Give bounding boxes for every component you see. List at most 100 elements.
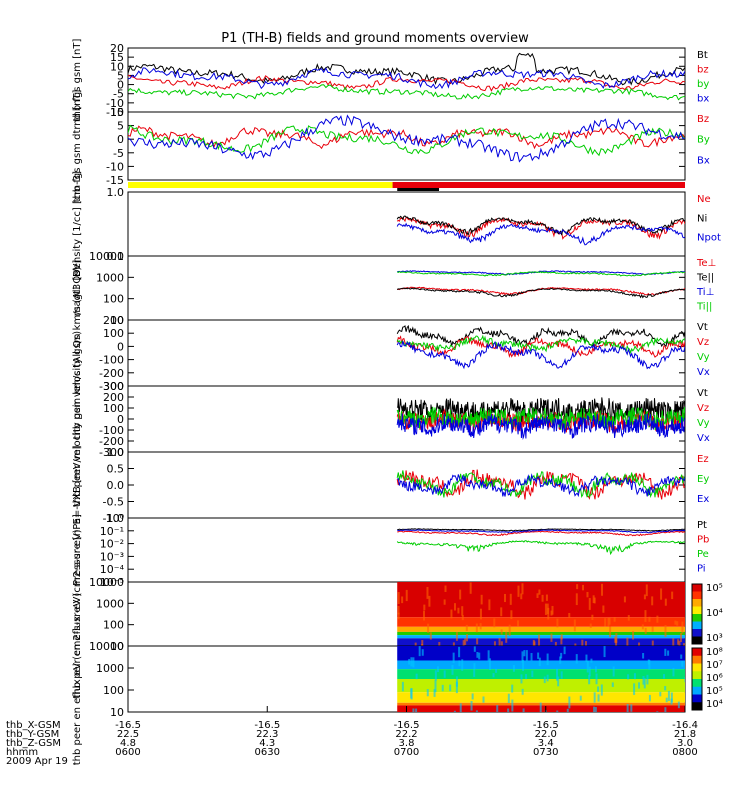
colorbar-segment (692, 694, 702, 703)
colorbar-segment (692, 584, 702, 592)
spectrogram-texture (473, 663, 476, 670)
spectrogram-texture (547, 607, 550, 620)
series-Ti-par (396, 270, 685, 277)
spectrogram-texture (660, 588, 663, 600)
series-Vx (396, 413, 685, 440)
colorbar-segment (692, 599, 702, 607)
y-tick-label: 10000 (89, 576, 124, 589)
spectrogram-texture (457, 607, 460, 614)
spectrogram-texture (680, 654, 683, 659)
spectrogram-texture (537, 652, 540, 659)
series-group (397, 582, 685, 646)
y-tick-label: -300 (99, 380, 124, 393)
spectrogram-texture (520, 593, 523, 600)
spectrogram-texture (678, 640, 681, 646)
spectrogram-texture (444, 585, 447, 592)
y-tick-label: 0.1 (107, 250, 125, 263)
x-tick-label: 22.5 (117, 729, 139, 740)
y-tick-label: 100 (103, 327, 124, 340)
spectrogram-texture (664, 707, 667, 712)
spectrogram-texture (643, 594, 646, 600)
spectrogram-texture (593, 692, 596, 703)
series-Npot (396, 222, 685, 246)
spectrogram-texture (536, 593, 539, 598)
spectrogram-texture (681, 621, 684, 634)
x-row-label: hhmm (6, 747, 38, 758)
spectrogram-texture (550, 633, 553, 642)
spectrogram-texture (627, 615, 630, 621)
y-tick-label: 10⁰ (106, 512, 125, 525)
spectrogram-texture (600, 684, 603, 696)
spectrogram-texture (550, 610, 553, 616)
spectrogram-texture (459, 589, 462, 600)
spectrogram-texture (670, 692, 673, 703)
spectrogram-texture (633, 683, 636, 695)
spectrogram-texture (560, 671, 563, 679)
legend-Te⊥: Te⊥ (696, 258, 716, 269)
colorbar-frame (691, 647, 703, 711)
y-tick-label: 10⁻⁵ (100, 576, 124, 589)
spectrogram-texture (667, 650, 670, 656)
colorbar-tick-label: 10⁸ (706, 647, 723, 658)
spectrogram-texture (471, 693, 474, 700)
spectrogram-texture (469, 582, 472, 594)
spectrogram-texture (452, 642, 455, 646)
legend-Ni: Ni (697, 213, 707, 224)
spectrogram-texture (590, 658, 593, 663)
spectrogram-texture (588, 666, 591, 677)
x-row-label: thb_X-GSM (6, 720, 61, 731)
series-group (396, 397, 685, 440)
x-row-label: 2009 Apr 19 (6, 756, 68, 767)
series-Ey (396, 470, 685, 499)
x-tick-label: 0600 (115, 747, 140, 758)
y-tick-label: 5 (117, 69, 124, 82)
spectrogram-texture (421, 640, 424, 646)
legend-Vz: Vz (697, 403, 709, 414)
spectrogram-texture (642, 653, 645, 659)
spectrogram-texture (429, 632, 432, 640)
spectrogram-texture (493, 641, 496, 646)
x-tick-label: 22.2 (395, 729, 417, 740)
y-tick-label: 0.0 (107, 479, 125, 492)
spectrogram-texture (427, 623, 430, 633)
spectrogram-texture (455, 676, 458, 687)
spectrogram-texture (681, 660, 684, 667)
spectrogram-texture (475, 710, 478, 712)
spectrogram-texture (593, 597, 596, 604)
spectrogram-texture (644, 627, 647, 634)
panel-efield: -1.0 -0.5 0.0 0.5 1.0 E=-VXB [mV/m] Ez Ey Ex (72, 445, 709, 525)
legend-Pb: Pb (697, 535, 709, 546)
series-Vy (396, 406, 685, 431)
spectrogram-texture (495, 668, 498, 673)
y-tick-label: -100 (99, 354, 124, 367)
spectrogram-texture (520, 674, 523, 684)
y-tick-label: 100 (103, 402, 124, 415)
legend-bz: bz (697, 65, 709, 76)
spectrogram-texture (423, 610, 426, 621)
spectrogram-band (397, 679, 685, 693)
spectrogram-texture (683, 643, 685, 646)
spectrogram-texture (648, 694, 651, 702)
colorbar-segment (692, 621, 702, 630)
legend-Vy: Vy (697, 352, 710, 363)
series-Te-perp (397, 286, 685, 296)
y-tick-label: 10 (110, 706, 124, 719)
figure-title: P1 (TH-B) fields and ground moments over… (221, 31, 529, 46)
spectrogram-texture (559, 656, 562, 664)
legend-Npot: Npot (697, 233, 721, 244)
spectrogram-texture (521, 583, 524, 595)
spectrogram-texture (545, 594, 548, 601)
legend-bx: bx (697, 94, 709, 105)
y-axis-label: E=-VXB [mV/m] (72, 445, 83, 524)
y-tick-label: 10⁻³ (100, 550, 124, 563)
x-tick-label: 22.0 (535, 729, 557, 740)
spectrogram-texture (397, 612, 400, 620)
colorbar-segment (692, 648, 702, 657)
spectrogram-texture (511, 699, 514, 712)
colorbar-tick-label: 10⁷ (706, 660, 723, 671)
spectrogram-texture (426, 586, 429, 599)
spectrogram-texture (461, 606, 464, 616)
spectrogram-texture (538, 634, 541, 646)
y-tick-label: 10000 (89, 640, 124, 653)
colorbar-tick-label: 10³ (706, 633, 723, 644)
